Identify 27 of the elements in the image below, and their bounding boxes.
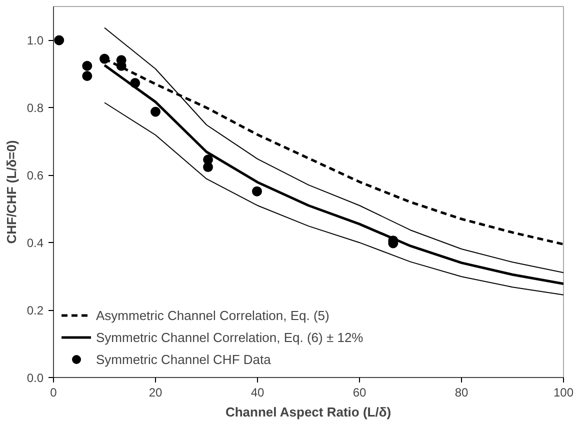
y-axis-title: CHF/CHF (L/δ=0) xyxy=(4,140,19,244)
point xyxy=(130,78,140,88)
x-tick-label: 40 xyxy=(250,386,264,400)
legend-label: Asymmetric Channel Correlation, Eq. (5) xyxy=(96,308,330,322)
point xyxy=(150,106,160,117)
y-tick-label: 1.0 xyxy=(26,34,44,48)
point xyxy=(203,162,214,172)
x-axis-title: Channel Aspect Ratio (L/δ) xyxy=(225,404,392,420)
y-tick-label: 0.4 xyxy=(26,236,44,250)
y-tick-label: 0.6 xyxy=(26,168,44,183)
x-tick-label: 0 xyxy=(50,386,58,400)
y-tick-label: 0.0 xyxy=(26,371,44,385)
legend-label: Symmetric Channel Correlation, Eq. (6) ± 12% xyxy=(96,330,364,344)
point xyxy=(82,70,92,81)
legend-label: Symmetric Channel CHF Data xyxy=(96,352,271,366)
point xyxy=(100,54,110,64)
x-tick-label: 80 xyxy=(454,386,468,400)
x-tick-label: 100 xyxy=(553,386,574,400)
point xyxy=(82,60,92,71)
x-tick-label: 60 xyxy=(352,386,366,400)
y-tick-label: 0.2 xyxy=(26,304,44,318)
line-series xyxy=(104,27,564,274)
point xyxy=(252,186,262,196)
x-tick-label: 20 xyxy=(148,386,162,400)
line-series xyxy=(104,102,564,296)
point xyxy=(54,35,64,46)
y-tick-label: 0.8 xyxy=(26,101,44,116)
